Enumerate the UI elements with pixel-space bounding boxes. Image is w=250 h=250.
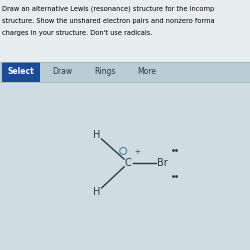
Text: charges in your structure. Don't use radicals.: charges in your structure. Don't use rad…: [2, 30, 152, 36]
Text: C: C: [124, 158, 132, 168]
Text: H: H: [93, 130, 100, 140]
Text: structure. Show the unshared electron pairs and nonzero forma: structure. Show the unshared electron pa…: [2, 18, 214, 24]
Text: Draw an alternative Lewis (resonance) structure for the incomp: Draw an alternative Lewis (resonance) st…: [2, 6, 214, 12]
Text: More: More: [137, 68, 156, 76]
Bar: [0, 0, 250, 62]
Bar: [0, 82, 250, 250]
Bar: [2, 62, 40, 82]
Bar: [0, 62, 250, 82]
Text: Rings: Rings: [94, 68, 116, 76]
Text: Draw: Draw: [52, 68, 72, 76]
Text: H: H: [93, 187, 100, 197]
Text: Br: Br: [157, 158, 168, 168]
Text: Select: Select: [8, 68, 34, 76]
Text: +: +: [135, 150, 140, 156]
